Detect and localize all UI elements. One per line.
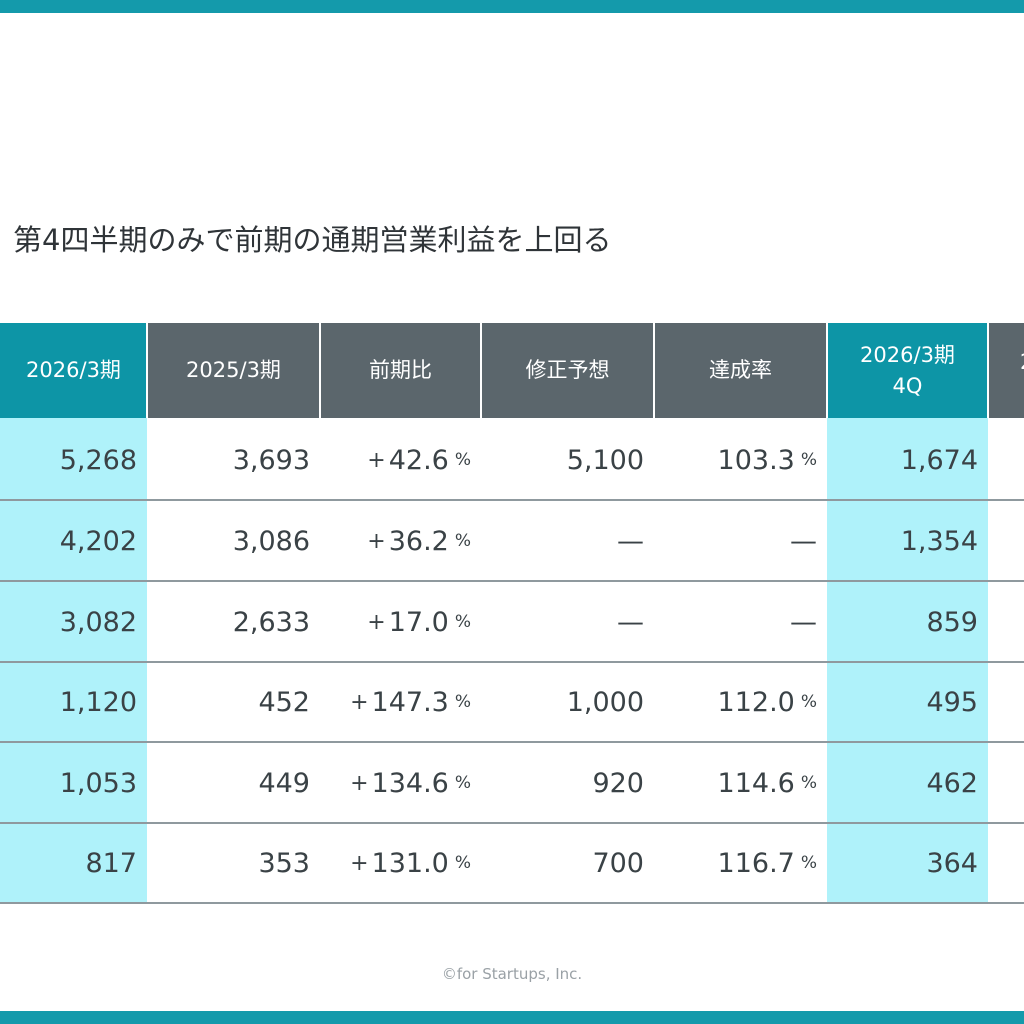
cell-forecast: — [617,606,644,638]
cell-forecast: — [617,525,644,557]
cell-forecast: 5,100 [566,444,644,476]
cell-fy2025: 3,693 [232,444,310,476]
row-divider [0,741,1024,743]
cell-achievement-rate: 116.7% [717,847,817,879]
header-fy2026: 2026/3期 [0,323,147,418]
header-divider [826,323,828,418]
row-divider [0,902,1024,904]
cell-q4: 1,354 [900,525,978,557]
cell-yoy: +17.0% [367,606,471,638]
cell-forecast: 700 [592,847,644,879]
cell-fy2026: 817 [85,847,137,879]
top-accent-bar [0,0,1024,13]
cell-forecast: 1,000 [566,686,644,718]
cell-q4: 859 [926,606,978,638]
cell-yoy: +42.6% [367,444,471,476]
cell-yoy: +36.2% [367,525,471,557]
cell-achievement-rate: 112.0% [717,686,817,718]
financial-results-table: 2026/3期 2025/3期 前期比 修正予想 達成率 2026/3期 4Q … [0,323,1024,905]
cell-fy2025: 452 [258,686,310,718]
header-divider [319,323,321,418]
cell-yoy: +134.6% [350,767,471,799]
header-next-column: 2 [988,323,1024,418]
cell-fy2025: 449 [258,767,310,799]
header-achievement-rate: 達成率 [654,323,827,418]
cell-achievement-rate: 114.6% [717,767,817,799]
header-divider [480,323,482,418]
cell-achievement-rate: 103.3% [717,444,817,476]
cell-fy2026: 1,120 [59,686,137,718]
cell-forecast: 920 [592,767,644,799]
bottom-accent-bar [0,1011,1024,1024]
row-divider [0,822,1024,824]
header-fy2025: 2025/3期 [147,323,320,418]
header-divider [987,323,989,418]
cell-q4: 1,674 [900,444,978,476]
cell-fy2026: 3,082 [59,606,137,638]
cell-achievement-rate: — [790,606,817,638]
cell-yoy: +147.3% [350,686,471,718]
cell-fy2025: 2,633 [232,606,310,638]
row-divider [0,499,1024,501]
cell-yoy: +131.0% [350,847,471,879]
cell-q4: 495 [926,686,978,718]
header-revised-forecast: 修正予想 [481,323,654,418]
cell-achievement-rate: — [790,525,817,557]
cell-q4: 462 [926,767,978,799]
cell-fy2026: 4,202 [59,525,137,557]
header-divider [653,323,655,418]
row-divider [0,661,1024,663]
page-subheadline: 、第4四半期のみで前期の通期営業利益を上回る [0,223,612,257]
cell-q4: 364 [926,847,978,879]
cell-fy2025: 353 [258,847,310,879]
cell-fy2026: 5,268 [59,444,137,476]
header-divider [146,323,148,418]
copyright-footer: ©for Startups, Inc. [441,965,583,983]
header-yoy: 前期比 [320,323,481,418]
header-fy2026-q4: 2026/3期 4Q [827,323,988,418]
cell-fy2025: 3,086 [232,525,310,557]
row-divider [0,580,1024,582]
cell-fy2026: 1,053 [59,767,137,799]
